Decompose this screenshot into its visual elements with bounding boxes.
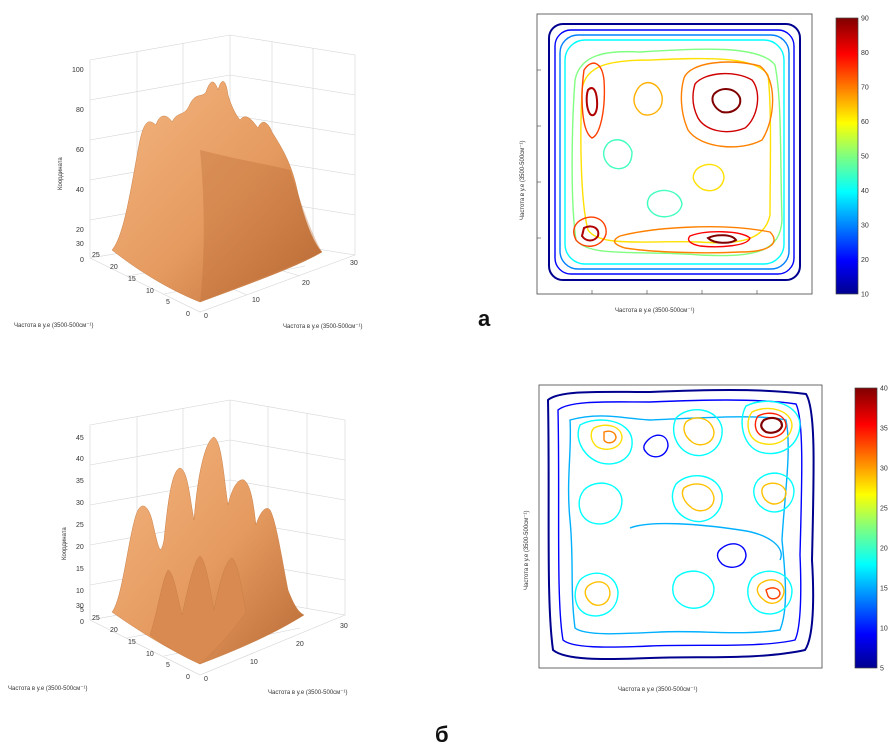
svg-text:20: 20 <box>302 280 310 287</box>
x-ticks-a: 0 10 20 30 <box>204 260 358 320</box>
svg-text:80: 80 <box>76 107 84 114</box>
svg-text:0: 0 <box>204 676 208 683</box>
svg-text:30: 30 <box>76 603 84 610</box>
colorbar-ticks-a: 10 20 30 40 50 60 70 80 90 <box>861 16 869 299</box>
surface-mesh-a <box>111 81 323 303</box>
svg-text:20: 20 <box>110 264 118 271</box>
svg-text:45: 45 <box>76 435 84 442</box>
colorbar-tick-label: 80 <box>861 50 869 57</box>
svg-text:100: 100 <box>72 67 84 74</box>
svg-text:5: 5 <box>80 607 84 614</box>
svg-text:15: 15 <box>128 639 136 646</box>
zlabel-b: Координата <box>62 527 68 560</box>
colorbar-tick-label: 60 <box>861 119 869 126</box>
svg-text:0: 0 <box>186 674 190 681</box>
xlabel-b: Частота в у.е (3500-500см⁻¹) <box>268 690 347 696</box>
colorbar-tick-label: 20 <box>861 257 869 264</box>
contour-plot-b: Частота в у.е (3500-500см⁻¹) Частота в у… <box>524 384 888 693</box>
xlabel-a: Частота в у.е (3500-500см⁻¹) <box>283 324 362 330</box>
panel-label-b: б <box>435 722 449 747</box>
svg-text:20: 20 <box>296 641 304 648</box>
z-ticks-b: 45 40 35 30 25 20 15 10 5 0 <box>76 435 84 626</box>
surface-shade-a <box>200 150 322 302</box>
svg-text:40: 40 <box>76 456 84 463</box>
colorbar-tick-label: 10 <box>880 626 888 633</box>
contour-ylabel-a: Частота в у.е (3500-500см⁻¹) <box>520 141 526 220</box>
svg-text:0: 0 <box>80 257 84 264</box>
svg-text:0: 0 <box>204 313 208 320</box>
surface-plot-b: 45 40 35 30 25 20 15 10 5 0 30 25 20 15 10 5 0 0 10 20… <box>8 399 348 696</box>
svg-text:60: 60 <box>76 147 84 154</box>
contour-ylabel-b: Частота в у.е (3500-500см⁻¹) <box>524 511 530 590</box>
svg-text:25: 25 <box>92 252 100 259</box>
contour-xlabel-a: Частота в у.е (3500-500см⁻¹) <box>615 308 694 314</box>
svg-text:30: 30 <box>76 500 84 507</box>
colorbar-tick-label: 40 <box>861 188 869 195</box>
contour-xlabel-b: Частота в у.е (3500-500см⁻¹) <box>618 687 697 693</box>
svg-text:35: 35 <box>76 478 84 485</box>
z-ticks-a: 100 80 60 40 20 0 <box>72 67 84 264</box>
colorbar-tick-label: 10 <box>861 292 869 299</box>
contour-levels-a <box>548 23 801 281</box>
colorbar-tick-label: 20 <box>880 546 888 553</box>
zlabel-a: Координата <box>58 157 64 190</box>
svg-text:10: 10 <box>146 288 154 295</box>
contour-ticks-a <box>537 69 758 294</box>
panel-label-a: а <box>478 306 491 331</box>
surface-peaks-front-b <box>149 555 247 665</box>
y-ticks-b: 30 25 20 15 10 5 0 <box>76 603 190 681</box>
svg-text:25: 25 <box>92 615 100 622</box>
ylabel-b: Частота в у.е (3500-500см⁻¹) <box>8 686 87 692</box>
svg-text:20: 20 <box>76 544 84 551</box>
contour-levels-b <box>546 389 815 661</box>
svg-text:20: 20 <box>76 227 84 234</box>
svg-text:10: 10 <box>76 588 84 595</box>
colorbar-tick-label: 30 <box>880 466 888 473</box>
svg-text:0: 0 <box>186 311 190 318</box>
colorbar-tick-label: 25 <box>880 506 888 513</box>
contour-plot-a: Частота в у.е (3500-500см⁻¹) Частота в у… <box>520 13 869 314</box>
svg-text:15: 15 <box>76 566 84 573</box>
svg-text:5: 5 <box>166 299 170 306</box>
y-ticks-a: 30 25 20 15 10 5 0 <box>76 241 190 318</box>
svg-text:20: 20 <box>110 627 118 634</box>
svg-text:10: 10 <box>252 297 260 304</box>
colorbar-tick-label: 30 <box>861 223 869 230</box>
x-ticks-b: 0 10 20 30 <box>204 623 348 683</box>
colorbar-tick-label: 90 <box>861 16 869 23</box>
colorbar-tick-label: 15 <box>880 586 888 593</box>
colorbar-tick-label: 40 <box>880 386 888 393</box>
svg-text:15: 15 <box>128 276 136 283</box>
svg-text:5: 5 <box>166 662 170 669</box>
svg-text:0: 0 <box>80 619 84 626</box>
colorbar-tick-label: 70 <box>861 85 869 92</box>
svg-text:10: 10 <box>250 659 258 666</box>
colorbar-tick-label: 50 <box>861 154 869 161</box>
surface-plot-a: 100 80 60 40 20 0 30 25 20 15 10 5 0 0 10 20 30 Коор… <box>14 34 362 330</box>
svg-text:10: 10 <box>146 651 154 658</box>
svg-text:30: 30 <box>350 260 358 267</box>
svg-text:40: 40 <box>76 187 84 194</box>
colorbar-tick-label: 35 <box>880 426 888 433</box>
ylabel-a: Частота в у.е (3500-500см⁻¹) <box>14 323 93 329</box>
colorbar-a <box>835 17 859 295</box>
svg-text:30: 30 <box>340 623 348 630</box>
svg-text:25: 25 <box>76 522 84 529</box>
colorbar-ticks-b: 5 10 15 20 25 30 35 40 <box>880 386 888 673</box>
svg-text:30: 30 <box>76 241 84 248</box>
colorbar-tick-label: 5 <box>880 666 884 673</box>
colorbar-b <box>854 387 878 669</box>
